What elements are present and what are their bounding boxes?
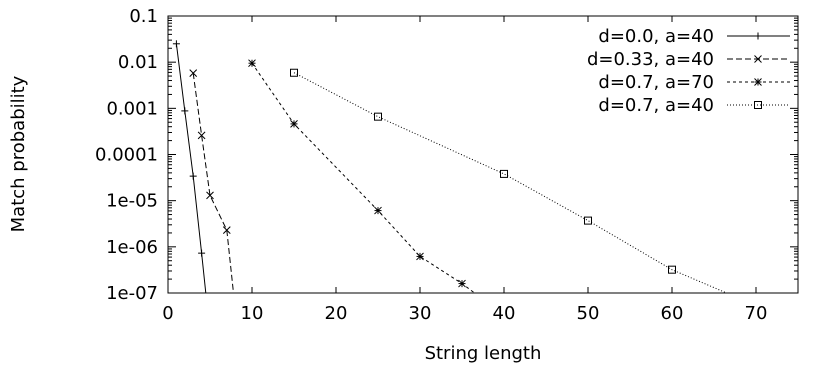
y-tick-label: 1e-07 [106, 283, 158, 304]
data-point-star [248, 59, 256, 68]
data-point-star [416, 252, 424, 261]
data-point-star [374, 206, 382, 215]
y-axis-title: Match probability [8, 75, 29, 232]
legend-label: d=0.33, a=40 [587, 49, 714, 70]
data-point-plus [754, 32, 762, 40]
legend-label: d=0.0, a=40 [598, 26, 714, 47]
y-tick-label: 0.1 [129, 6, 158, 27]
data-point-cross [206, 191, 214, 200]
x-tick-label: 0 [162, 303, 173, 324]
series-layer [172, 40, 727, 293]
data-point-star [754, 78, 762, 86]
data-point-plus [189, 172, 197, 180]
x-tick-label: 70 [745, 303, 768, 324]
y-tick-label: 0.0001 [95, 145, 158, 166]
series-line-1 [192, 73, 234, 293]
data-point-square [500, 169, 508, 178]
data-point-cross [197, 131, 206, 140]
legend: d=0.0, a=40d=0.33, a=40d=0.7, a=70d=0.7,… [587, 26, 790, 116]
data-point-star [290, 120, 298, 128]
x-tick-label: 10 [241, 303, 264, 324]
y-axis: 1e-07 1e-06 1e-05 0.0001 0.001 0.01 0.1 [95, 6, 798, 304]
x-tick-label: 60 [661, 303, 684, 324]
x-axis-title: String length [425, 343, 542, 364]
data-point-cross [222, 226, 231, 234]
x-axis: 0 10 20 30 40 50 60 70 [162, 16, 767, 324]
y-tick-label: 0.001 [106, 98, 158, 119]
data-point-square [754, 101, 762, 109]
data-point-star [458, 279, 466, 288]
series-line-2 [251, 62, 475, 293]
data-point-square [584, 216, 592, 225]
y-tick-label: 1e-05 [106, 191, 158, 212]
data-point-cross [189, 69, 198, 77]
x-tick-label: 50 [577, 303, 600, 324]
data-point-plus [198, 249, 206, 257]
data-point-square [668, 265, 676, 274]
x-tick-label: 30 [409, 303, 432, 324]
data-point-square [290, 68, 298, 77]
legend-label: d=0.7, a=40 [598, 95, 714, 116]
x-tick-label: 40 [493, 303, 516, 324]
legend-label: d=0.7, a=70 [598, 72, 714, 93]
data-point-cross [754, 55, 762, 63]
y-tick-label: 0.01 [118, 52, 158, 73]
data-point-plus [181, 107, 189, 115]
data-point-plus [172, 40, 180, 48]
x-tick-label: 20 [325, 303, 348, 324]
data-point-square [374, 112, 382, 121]
y-tick-label: 1e-06 [106, 237, 158, 258]
